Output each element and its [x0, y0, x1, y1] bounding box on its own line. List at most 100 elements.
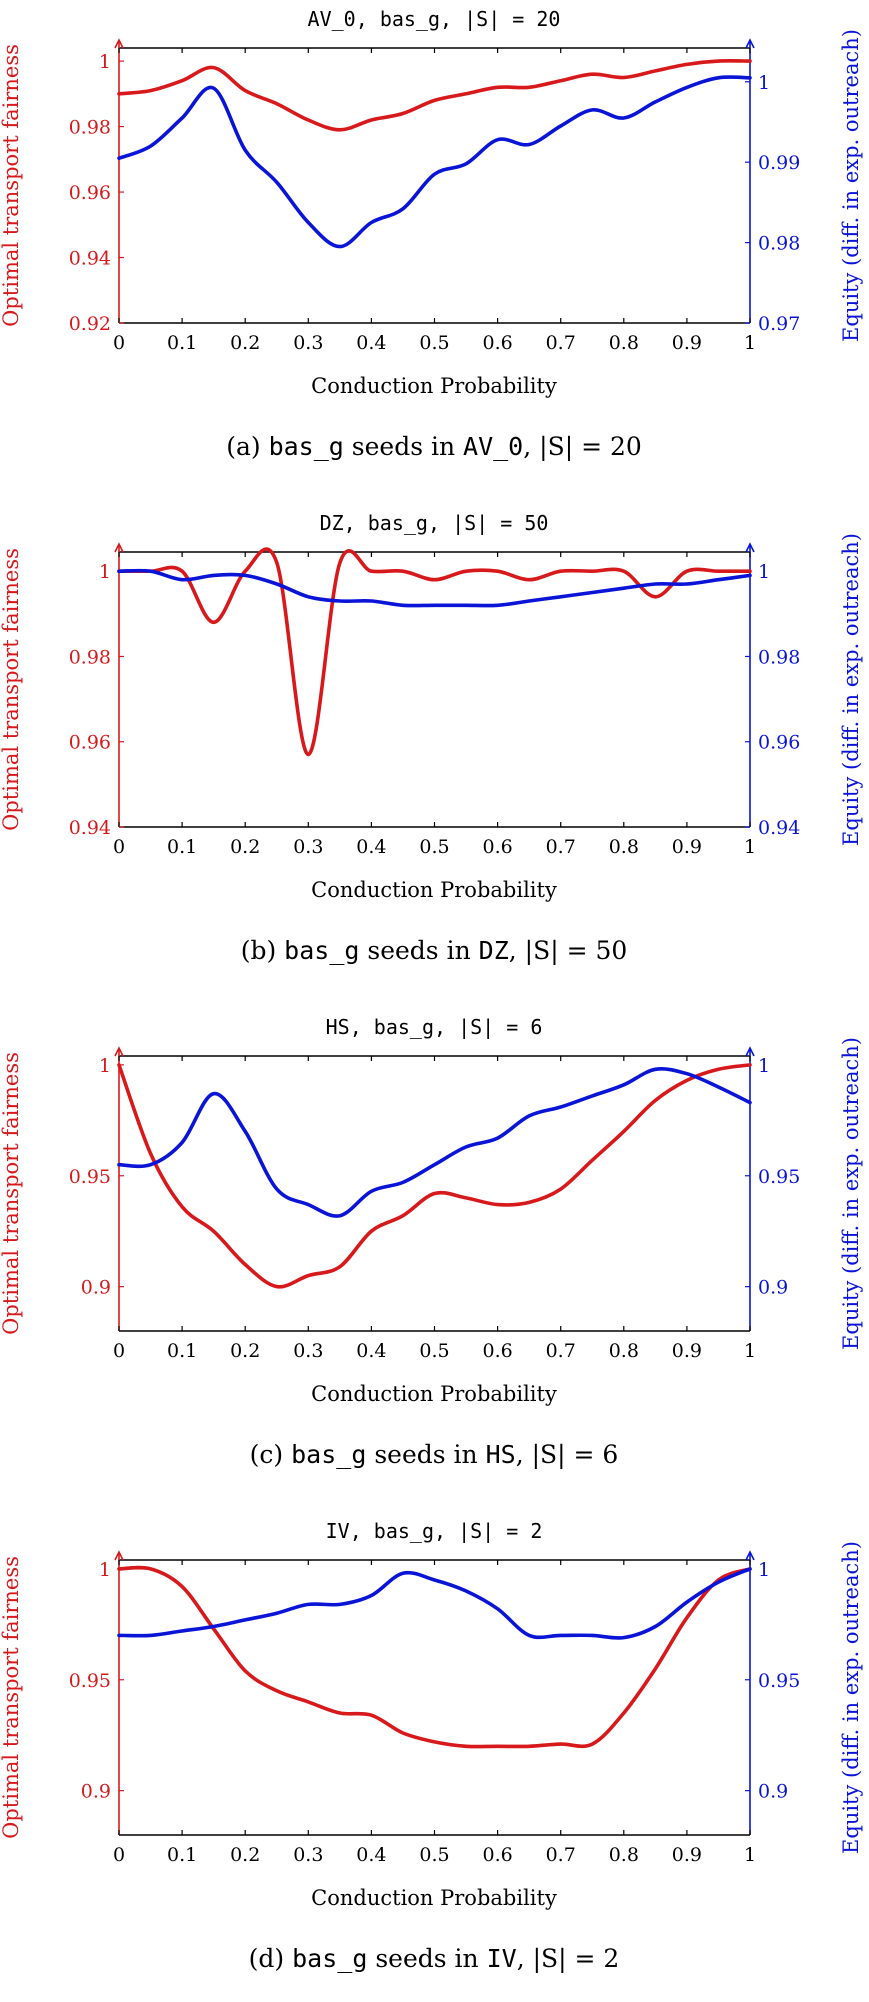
chart-caption: (d) bas_g seeds in IV, |S| = 2 — [249, 1944, 620, 1974]
series-optimal-transport-fairness — [117, 547, 752, 757]
y-left-tick-label: 1 — [99, 1055, 111, 1077]
chart-title-part: bas_g — [380, 7, 440, 31]
chart-1: AV_0, bas_g, |S| = 200 0.1 0.2 0.3 0.4 0.5 0.6… — [0, 7, 863, 462]
chart-title: HS, bas_g, |S| = 6 — [326, 1015, 543, 1039]
y-left-tick-label: 1 — [99, 1559, 111, 1581]
chart-caption-part: seeds in — [366, 1440, 485, 1469]
chart-caption-part: bas_g — [269, 432, 344, 461]
x-tick-label: 0.1 — [167, 1340, 197, 1362]
chart-title-part: bas_g — [368, 511, 428, 535]
chart-title-part: , |S| = 20 — [440, 7, 560, 31]
chart-title-part: , |S| = 6 — [434, 1015, 542, 1039]
axis-right-arrow — [745, 1046, 755, 1057]
x-tick-label: 0.6 — [482, 1844, 512, 1866]
x-tick-label: 0.4 — [356, 836, 386, 858]
chart-caption-part: AV_0 — [463, 432, 523, 461]
y-left-tick-label: 1 — [99, 51, 111, 73]
y-left-axis-label: Optimal transport fairness — [0, 1556, 23, 1839]
y-left-tick-label: 0.98 — [69, 117, 111, 139]
chart-3: HS, bas_g, |S| = 60 0.1 0.2 0.3 0.4 0.5 0.6 0.7… — [0, 1015, 863, 1470]
chart-title-part: IV — [326, 1519, 350, 1543]
chart-caption-part: (d) — [249, 1944, 292, 1973]
x-tick-label: 0.7 — [546, 1844, 576, 1866]
x-tick-label: 1 — [744, 332, 756, 354]
y-left-tick-label: 0.92 — [69, 313, 111, 335]
y-right-axis-label: Equity (diff. in exp. outreach) — [839, 29, 863, 342]
x-tick-label: 0.3 — [293, 1844, 323, 1866]
y-right-tick-label: 1 — [758, 72, 770, 94]
y-left-tick-label: 0.9 — [81, 1277, 111, 1299]
chart-title: AV_0, bas_g, |S| = 20 — [308, 7, 561, 31]
x-tick-label: 0.1 — [167, 836, 197, 858]
y-left-tick-label: 0.94 — [69, 817, 111, 839]
chart-caption-part: DZ — [479, 936, 509, 965]
x-tick-label: 0.6 — [482, 1340, 512, 1362]
chart-caption-part: , |S| = 20 — [523, 432, 642, 462]
chart-caption-part: (a) — [226, 432, 268, 461]
x-tick-label: 0 — [113, 1340, 125, 1362]
chart-caption-part: seeds in — [367, 1944, 486, 1973]
x-tick-label: 0.9 — [672, 836, 702, 858]
x-tick-label: 0.3 — [293, 332, 323, 354]
chart-title-part: , — [350, 1015, 374, 1039]
y-left-axis-label: Optimal transport fairness — [0, 548, 23, 831]
chart-caption: (b) bas_g seeds in DZ, |S| = 50 — [241, 936, 628, 966]
y-left-axis-label: Optimal transport fairness — [0, 44, 23, 327]
y-left-axis-label: Optimal transport fairness — [0, 1052, 23, 1335]
y-right-tick-label: 1 — [758, 561, 770, 583]
chart-title-part: , — [344, 511, 368, 535]
axis-left-arrow — [114, 38, 124, 49]
x-tick-label: 0.2 — [230, 1844, 260, 1866]
series-optimal-transport-fairness — [117, 1565, 752, 1749]
y-left-tick-label: 0.96 — [69, 182, 111, 204]
series-equity — [117, 1567, 752, 1640]
x-tick-label: 0.1 — [167, 332, 197, 354]
chart-title-part: AV_0 — [308, 7, 356, 31]
axis-left-arrow — [114, 1046, 124, 1057]
x-tick-label: 0.8 — [609, 1844, 639, 1866]
chart-caption-part: bas_g — [292, 1944, 367, 1973]
y-right-axis-label: Equity (diff. in exp. outreach) — [839, 1037, 863, 1350]
axis-right-arrow — [745, 1550, 755, 1561]
y-right-tick-label: 0.96 — [758, 732, 800, 754]
x-tick-label: 1 — [744, 836, 756, 858]
y-left-tick-label: 0.96 — [69, 732, 111, 754]
chart-title-part: , — [356, 7, 380, 31]
x-tick-label: 0.5 — [419, 836, 449, 858]
y-left-tick-label: 0.98 — [69, 646, 111, 668]
series-equity — [117, 1067, 752, 1218]
y-right-tick-label: 0.9 — [758, 1277, 788, 1299]
y-left-tick-label: 0.95 — [69, 1166, 111, 1188]
x-tick-label: 0.2 — [230, 332, 260, 354]
series-optimal-transport-fairness — [117, 1063, 752, 1289]
series-optimal-transport-fairness — [117, 59, 752, 132]
y-right-tick-label: 0.9 — [758, 1781, 788, 1803]
x-tick-label: 0 — [113, 332, 125, 354]
x-tick-label: 0 — [113, 1844, 125, 1866]
chart-title: DZ, bas_g, |S| = 50 — [320, 511, 549, 535]
chart-caption-part: seeds in — [359, 936, 478, 965]
x-tick-label: 0.4 — [356, 1844, 386, 1866]
x-tick-label: 0.4 — [356, 1340, 386, 1362]
x-tick-label: 0.7 — [546, 332, 576, 354]
chart-caption: (a) bas_g seeds in AV_0, |S| = 20 — [226, 432, 642, 462]
y-right-tick-label: 0.95 — [758, 1166, 800, 1188]
x-tick-label: 0.6 — [482, 836, 512, 858]
y-left-tick-label: 0.9 — [81, 1781, 111, 1803]
y-left-tick-label: 0.94 — [69, 248, 111, 270]
x-tick-label: 0.7 — [546, 1340, 576, 1362]
x-axis-label: Conduction Probability — [311, 878, 557, 902]
x-tick-label: 0.9 — [672, 332, 702, 354]
chart-caption-part: bas_g — [284, 936, 359, 965]
x-tick-label: 0.8 — [609, 836, 639, 858]
x-tick-label: 0.9 — [672, 1844, 702, 1866]
chart-title-part: HS — [326, 1015, 350, 1039]
axis-right-arrow — [745, 542, 755, 553]
x-tick-label: 1 — [744, 1340, 756, 1362]
chart-caption: (c) bas_g seeds in HS, |S| = 6 — [250, 1440, 619, 1470]
chart-caption-part: bas_g — [291, 1440, 366, 1469]
y-right-tick-label: 0.99 — [758, 152, 800, 174]
y-right-tick-label: 1 — [758, 1055, 770, 1077]
x-tick-label: 0.9 — [672, 1340, 702, 1362]
